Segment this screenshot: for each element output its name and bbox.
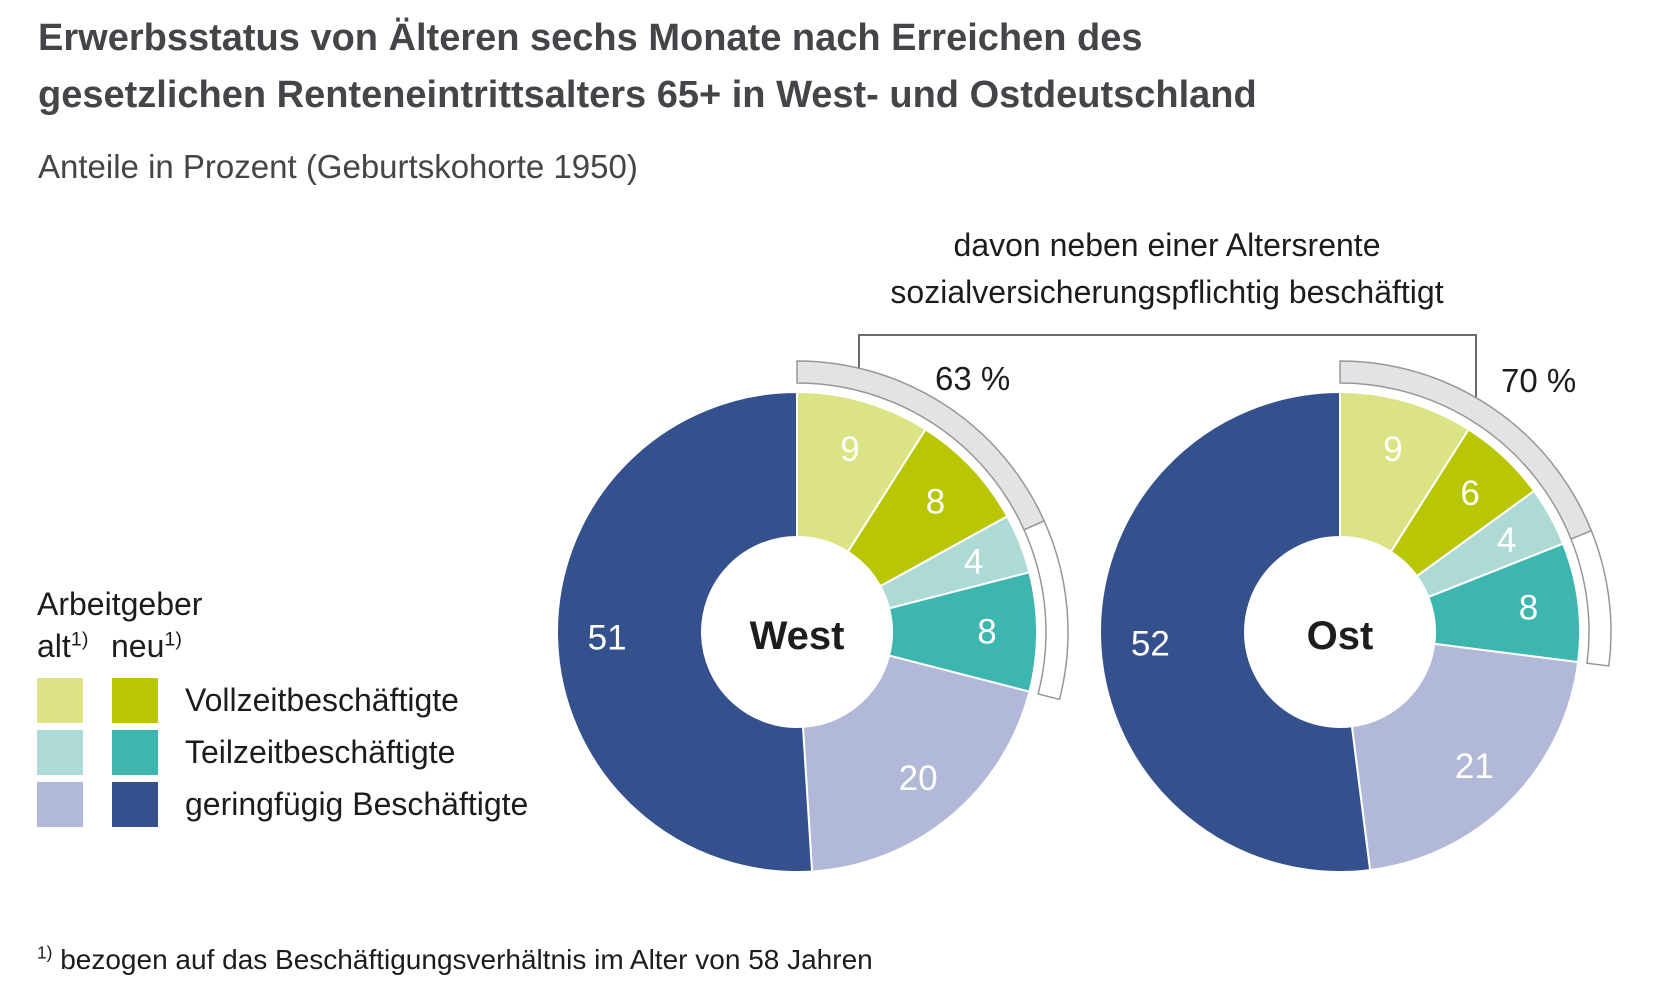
outer-arc-percent-ost: 70 % <box>1501 362 1577 399</box>
legend-row-teilzeit: Teilzeitbeschäftigte <box>37 730 528 775</box>
slice-value-label: 8 <box>1519 589 1538 628</box>
outer-arc-filled <box>1339 360 1593 540</box>
footnote: 1) bezogen auf das Beschäftigungsverhält… <box>37 944 873 976</box>
legend-col-neu: neu1) <box>111 628 183 664</box>
donut-chart-ost: 9 648 21 52 Ost <box>1099 360 1612 873</box>
footnote-marker: 1) <box>164 628 183 651</box>
page-title-line1: Erwerbsstatus von Älteren sechs Monate n… <box>38 17 1143 59</box>
outer-arc-percent-west: 63 % <box>935 360 1011 397</box>
swatch-neu-geringfuegig <box>112 782 158 827</box>
outer-arc-filled <box>796 360 1046 531</box>
outer-arc-remainder <box>1569 529 1612 667</box>
slice-value-label: 51 <box>588 618 627 657</box>
slice-value-label: 6 <box>1460 474 1479 513</box>
outer-arc-remainder <box>1023 519 1069 701</box>
donut-center-label: West <box>750 614 845 658</box>
slice-value-label: 52 <box>1131 624 1170 663</box>
slice-value-label: 21 <box>1455 747 1494 786</box>
legend-label: Teilzeitbeschäftigte <box>185 734 456 770</box>
slice-west-alt_geringfuegig <box>801 654 1031 873</box>
annotation-line1: davon neben einer Altersrente <box>953 227 1381 263</box>
annotation-line2: sozialversicherungspflichtig beschäftigt <box>890 274 1444 310</box>
slice-value-label: 4 <box>1497 521 1516 560</box>
legend-col-alt: alt1) <box>37 628 89 664</box>
legend-row-geringfuegig: geringfügig Beschäftigte <box>37 782 528 827</box>
bracket-vertical-line-west <box>858 334 860 371</box>
page-title: Erwerbsstatus von Älteren sechs Monate n… <box>38 10 1338 124</box>
legend-label: geringfügig Beschäftigte <box>185 786 529 822</box>
legend-label: Vollzeitbeschäftigte <box>185 682 459 718</box>
outer-arc-annotation: davon neben einer Altersrente sozialvers… <box>815 222 1519 316</box>
slice-ost-alt_geringfuegig <box>1350 642 1580 872</box>
legend: Arbeitgeber alt1) neu1) Vollzeitbeschäfti… <box>37 586 528 834</box>
page-title-line2: gesetzlichen Renteneintrittsalters 65+ i… <box>38 74 1257 116</box>
slice-value-label: 9 <box>840 430 859 469</box>
page-subtitle: Anteile in Prozent (Geburtskohorte 1950) <box>38 148 638 185</box>
legend-title: Arbeitgeber <box>37 586 203 622</box>
slice-value-label: 20 <box>899 759 938 798</box>
legend-row-vollzeit: Vollzeitbeschäftigte <box>37 678 528 723</box>
slice-west-neu_geringfuegig <box>556 391 814 873</box>
footnote-marker: 1) <box>70 628 89 651</box>
footnote-marker: 1) <box>37 942 53 963</box>
bracket-vertical-line-ost <box>1475 334 1477 404</box>
swatch-neu-teilzeit <box>112 730 158 775</box>
swatch-neu-vollzeit <box>112 678 158 723</box>
slice-value-label: 8 <box>926 482 945 521</box>
footnote-text: bezogen auf das Beschäftigungsverhältnis… <box>60 944 873 975</box>
bracket-horizontal-line <box>858 334 1477 336</box>
swatch-alt-teilzeit <box>37 730 83 775</box>
swatch-alt-geringfuegig <box>37 782 83 827</box>
slice-value-label: 9 <box>1383 430 1402 469</box>
slice-value-label: 8 <box>977 613 996 652</box>
slice-ost-neu_geringfuegig <box>1099 391 1372 873</box>
legend-column-headers: alt1) neu1) <box>37 628 528 665</box>
swatch-alt-vollzeit <box>37 678 83 723</box>
donut-center-label: Ost <box>1307 614 1374 658</box>
slice-value-label: 4 <box>964 543 983 582</box>
